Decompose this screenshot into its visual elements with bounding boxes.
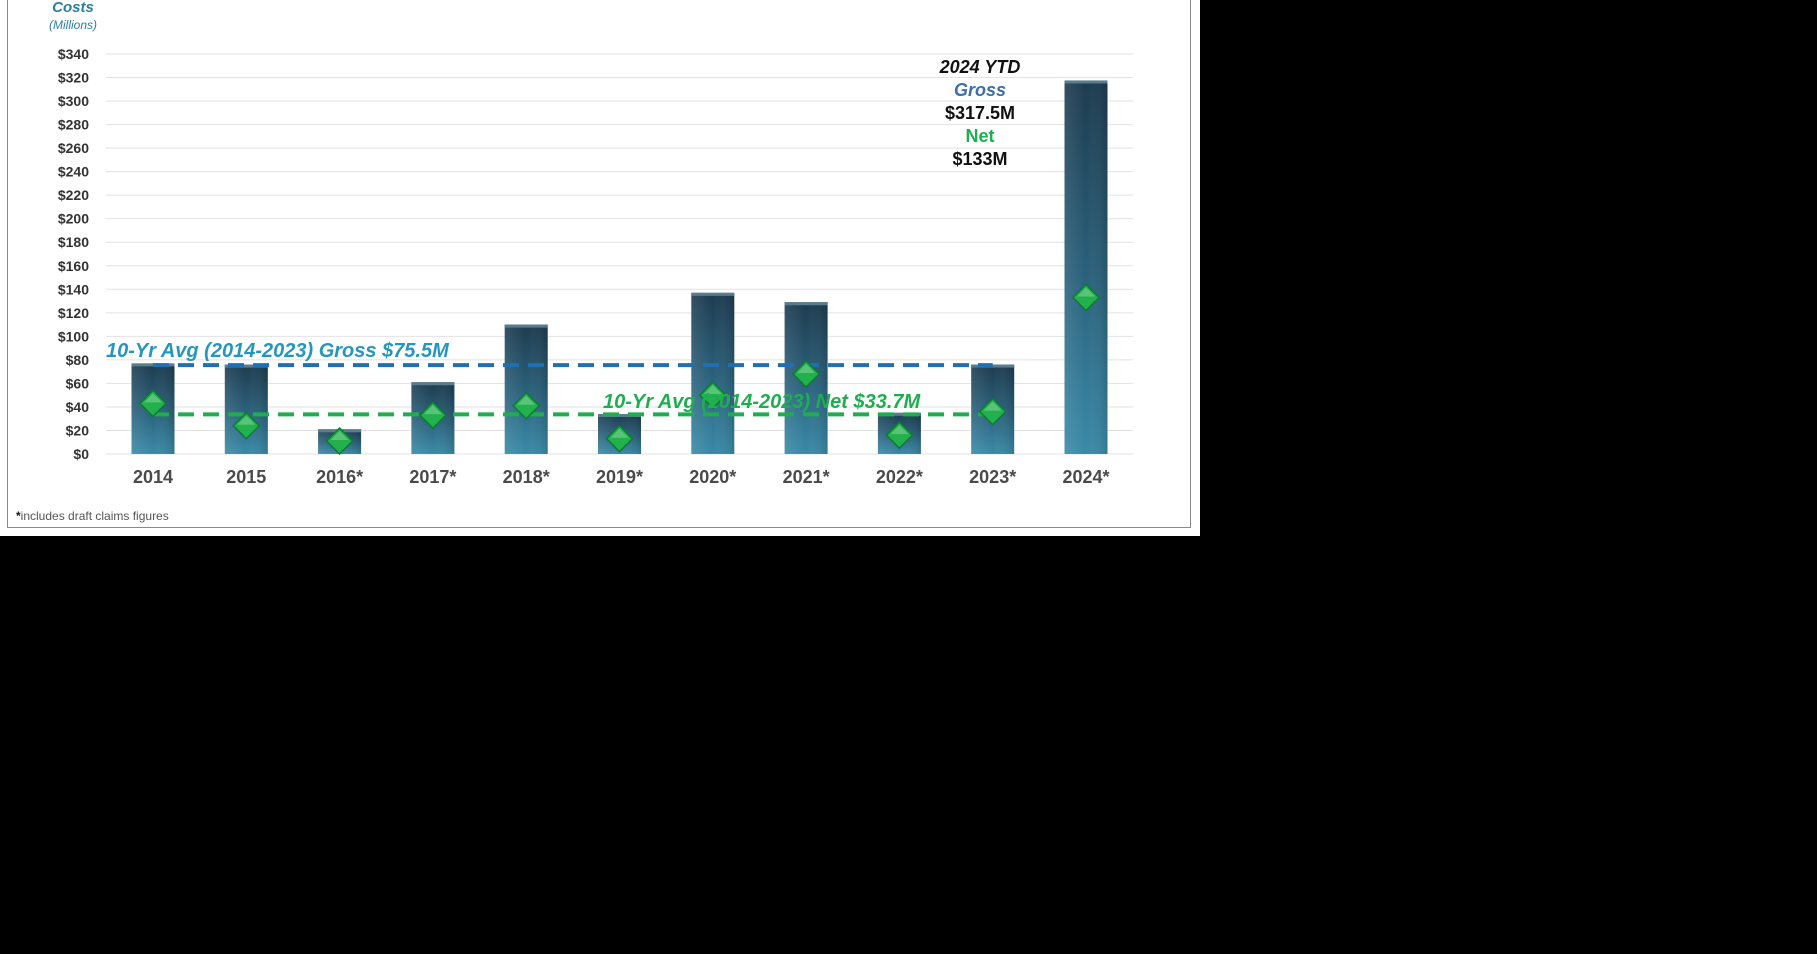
net-marker-highlight	[237, 415, 256, 425]
y-tick-label: $120	[58, 305, 89, 321]
net-marker-highlight	[330, 431, 349, 441]
unit-subtitle: (Millions)	[49, 18, 97, 32]
x-tick-label: 2017*	[409, 467, 456, 487]
y-tick-label: $100	[58, 328, 89, 344]
net-marker-highlight	[797, 364, 816, 373]
y-tick-label: $80	[66, 352, 90, 368]
net-marker	[1071, 283, 1101, 312]
net-marker-highlight	[517, 395, 536, 405]
annotation-net-value: $133M	[952, 149, 1007, 169]
gross-bar-shade	[504, 324, 548, 454]
y-tick-label: $20	[66, 422, 90, 438]
y-tick-label: $40	[66, 399, 90, 415]
y-tick-label: $320	[58, 70, 89, 86]
net-marker	[325, 426, 354, 456]
gross-bar-shade	[1064, 80, 1108, 455]
y-tick-label: $340	[58, 46, 89, 62]
net-marker	[138, 389, 168, 418]
net-marker	[978, 397, 1007, 426]
footnote-mark: *	[16, 509, 21, 523]
annotation-gross-value: $317.5M	[945, 103, 1015, 123]
y-tick-label: $260	[58, 140, 89, 156]
y-tick-label: $300	[58, 93, 89, 109]
net-marker	[418, 401, 447, 430]
net-marker-highlight	[1077, 287, 1095, 297]
net-marker-highlight	[610, 428, 629, 438]
x-tick-label: 2024*	[1062, 467, 1109, 487]
y-tick-label: $200	[58, 211, 89, 227]
ytd-annotation: 2024 YTD Gross $317.5M Net $133M	[939, 57, 1021, 169]
chart-panel: Costs (Millions) $0 $20 $40 $60 $80 $100 $120 $…	[0, 0, 1200, 536]
x-axis: 2014 2015 2016* 2017* 2018* 2019* 2020* 2021* 20…	[133, 467, 1110, 487]
gross-bar-cap	[598, 414, 641, 417]
y-tick-label: $240	[58, 164, 89, 180]
reference-lines	[153, 363, 993, 417]
net-marker-highlight	[890, 425, 909, 435]
gross-bar-shade	[224, 364, 268, 454]
gross-bar-cap	[411, 382, 455, 386]
annotation-net-label: Net	[965, 126, 994, 146]
gross-bar-cap	[691, 292, 735, 296]
y-tick-label: $140	[58, 281, 89, 297]
gross-bar-cap	[504, 324, 548, 328]
net-markers	[138, 283, 1101, 456]
y-tick-label: $60	[66, 375, 90, 391]
y-axis: $0 $20 $40 $60 $80 $100 $120 $140 $160 $180 $200 $2…	[58, 46, 89, 462]
net-marker-highlight	[703, 385, 722, 395]
avg-gross-label: 10-Yr Avg (2014-2023) Gross $75.5M	[106, 340, 450, 362]
y-tick-label: $220	[58, 187, 89, 203]
bar-chart: Costs (Millions) $0$20$40$60$80$100$120$…	[16, 0, 1133, 523]
gridlines	[106, 53, 1133, 455]
annotation-ytd: 2024 YTD	[939, 57, 1021, 77]
net-marker	[885, 421, 914, 450]
net-marker-highlight	[144, 393, 162, 403]
avg-net-label: 10-Yr Avg (2014-2023) Net $33.7M	[603, 391, 922, 413]
x-tick-label: 2015	[226, 467, 266, 487]
x-tick-label: 2016*	[316, 467, 363, 487]
net-marker	[792, 359, 821, 389]
footnote-text: includes draft claims figures	[21, 509, 169, 523]
y-tick-label: $180	[58, 234, 89, 250]
x-tick-label: 2021*	[783, 467, 830, 487]
net-marker	[605, 424, 634, 453]
x-tick-label: 2014	[133, 467, 173, 487]
gross-bar-cap	[224, 364, 268, 368]
net-marker-highlight	[423, 405, 442, 415]
gross-bar-cap	[784, 302, 828, 306]
x-tick-label: 2020*	[689, 467, 736, 487]
net-marker	[512, 391, 541, 420]
gross-bar-cap	[877, 412, 921, 416]
x-tick-label: 2022*	[876, 467, 923, 487]
x-tick-label: 2018*	[503, 467, 550, 487]
net-marker-highlight	[983, 401, 1002, 411]
y-tick-label: $280	[58, 117, 89, 133]
net-marker	[232, 411, 261, 440]
y-tick-label: $0	[73, 446, 89, 462]
unit-title: Costs	[52, 0, 94, 16]
x-tick-label: 2023*	[969, 467, 1016, 487]
y-tick-label: $160	[58, 258, 89, 274]
gross-bar-shade	[691, 292, 735, 454]
x-tick-label: 2019*	[596, 467, 643, 487]
net-marker	[698, 381, 727, 410]
footnote: *includes draft claims figures	[16, 509, 169, 523]
annotation-gross-label: Gross	[954, 80, 1006, 100]
gross-bar-cap	[1064, 80, 1108, 84]
